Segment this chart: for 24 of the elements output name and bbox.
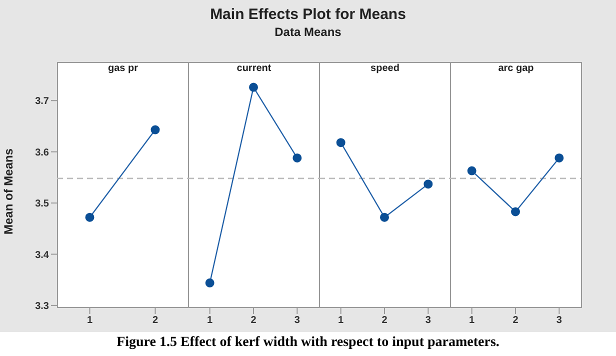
x-tick-label: 3 — [425, 315, 432, 326]
x-tick-label: 1 — [469, 315, 476, 326]
text: Data Means — [274, 25, 342, 39]
x-tick-label: 1 — [338, 315, 344, 326]
x-tick-label: 3 — [556, 315, 562, 326]
chart-title: gas pr — [57, 62, 188, 76]
y-tick-label: 3.3 — [35, 300, 50, 312]
chart-title: speed — [319, 62, 450, 76]
y-tick-label: 3.6 — [35, 147, 50, 158]
y-axis-title: Mean of Means — [1, 148, 16, 235]
x-tick-label: 2 — [382, 315, 388, 326]
caption: Figure 1.5 Effect of kerf width with respect to input parameters. — [116, 335, 500, 351]
x-tick-label: 3 — [294, 315, 300, 326]
chart-title: current — [188, 62, 319, 76]
y-tick-label: 3.7 — [35, 96, 50, 108]
x-tick-label: 2 — [512, 315, 519, 326]
y-tick-label: 3.4 — [35, 250, 50, 261]
y-tick-label: 3.5 — [35, 198, 50, 210]
chart-title: arc gap — [450, 62, 582, 76]
x-tick-label: 1 — [86, 315, 93, 326]
x-tick-label: 1 — [207, 315, 214, 326]
text: Main Effects Plot for Means — [209, 6, 407, 23]
x-tick-label: 2 — [152, 315, 158, 326]
x-tick-label: 2 — [250, 315, 257, 326]
